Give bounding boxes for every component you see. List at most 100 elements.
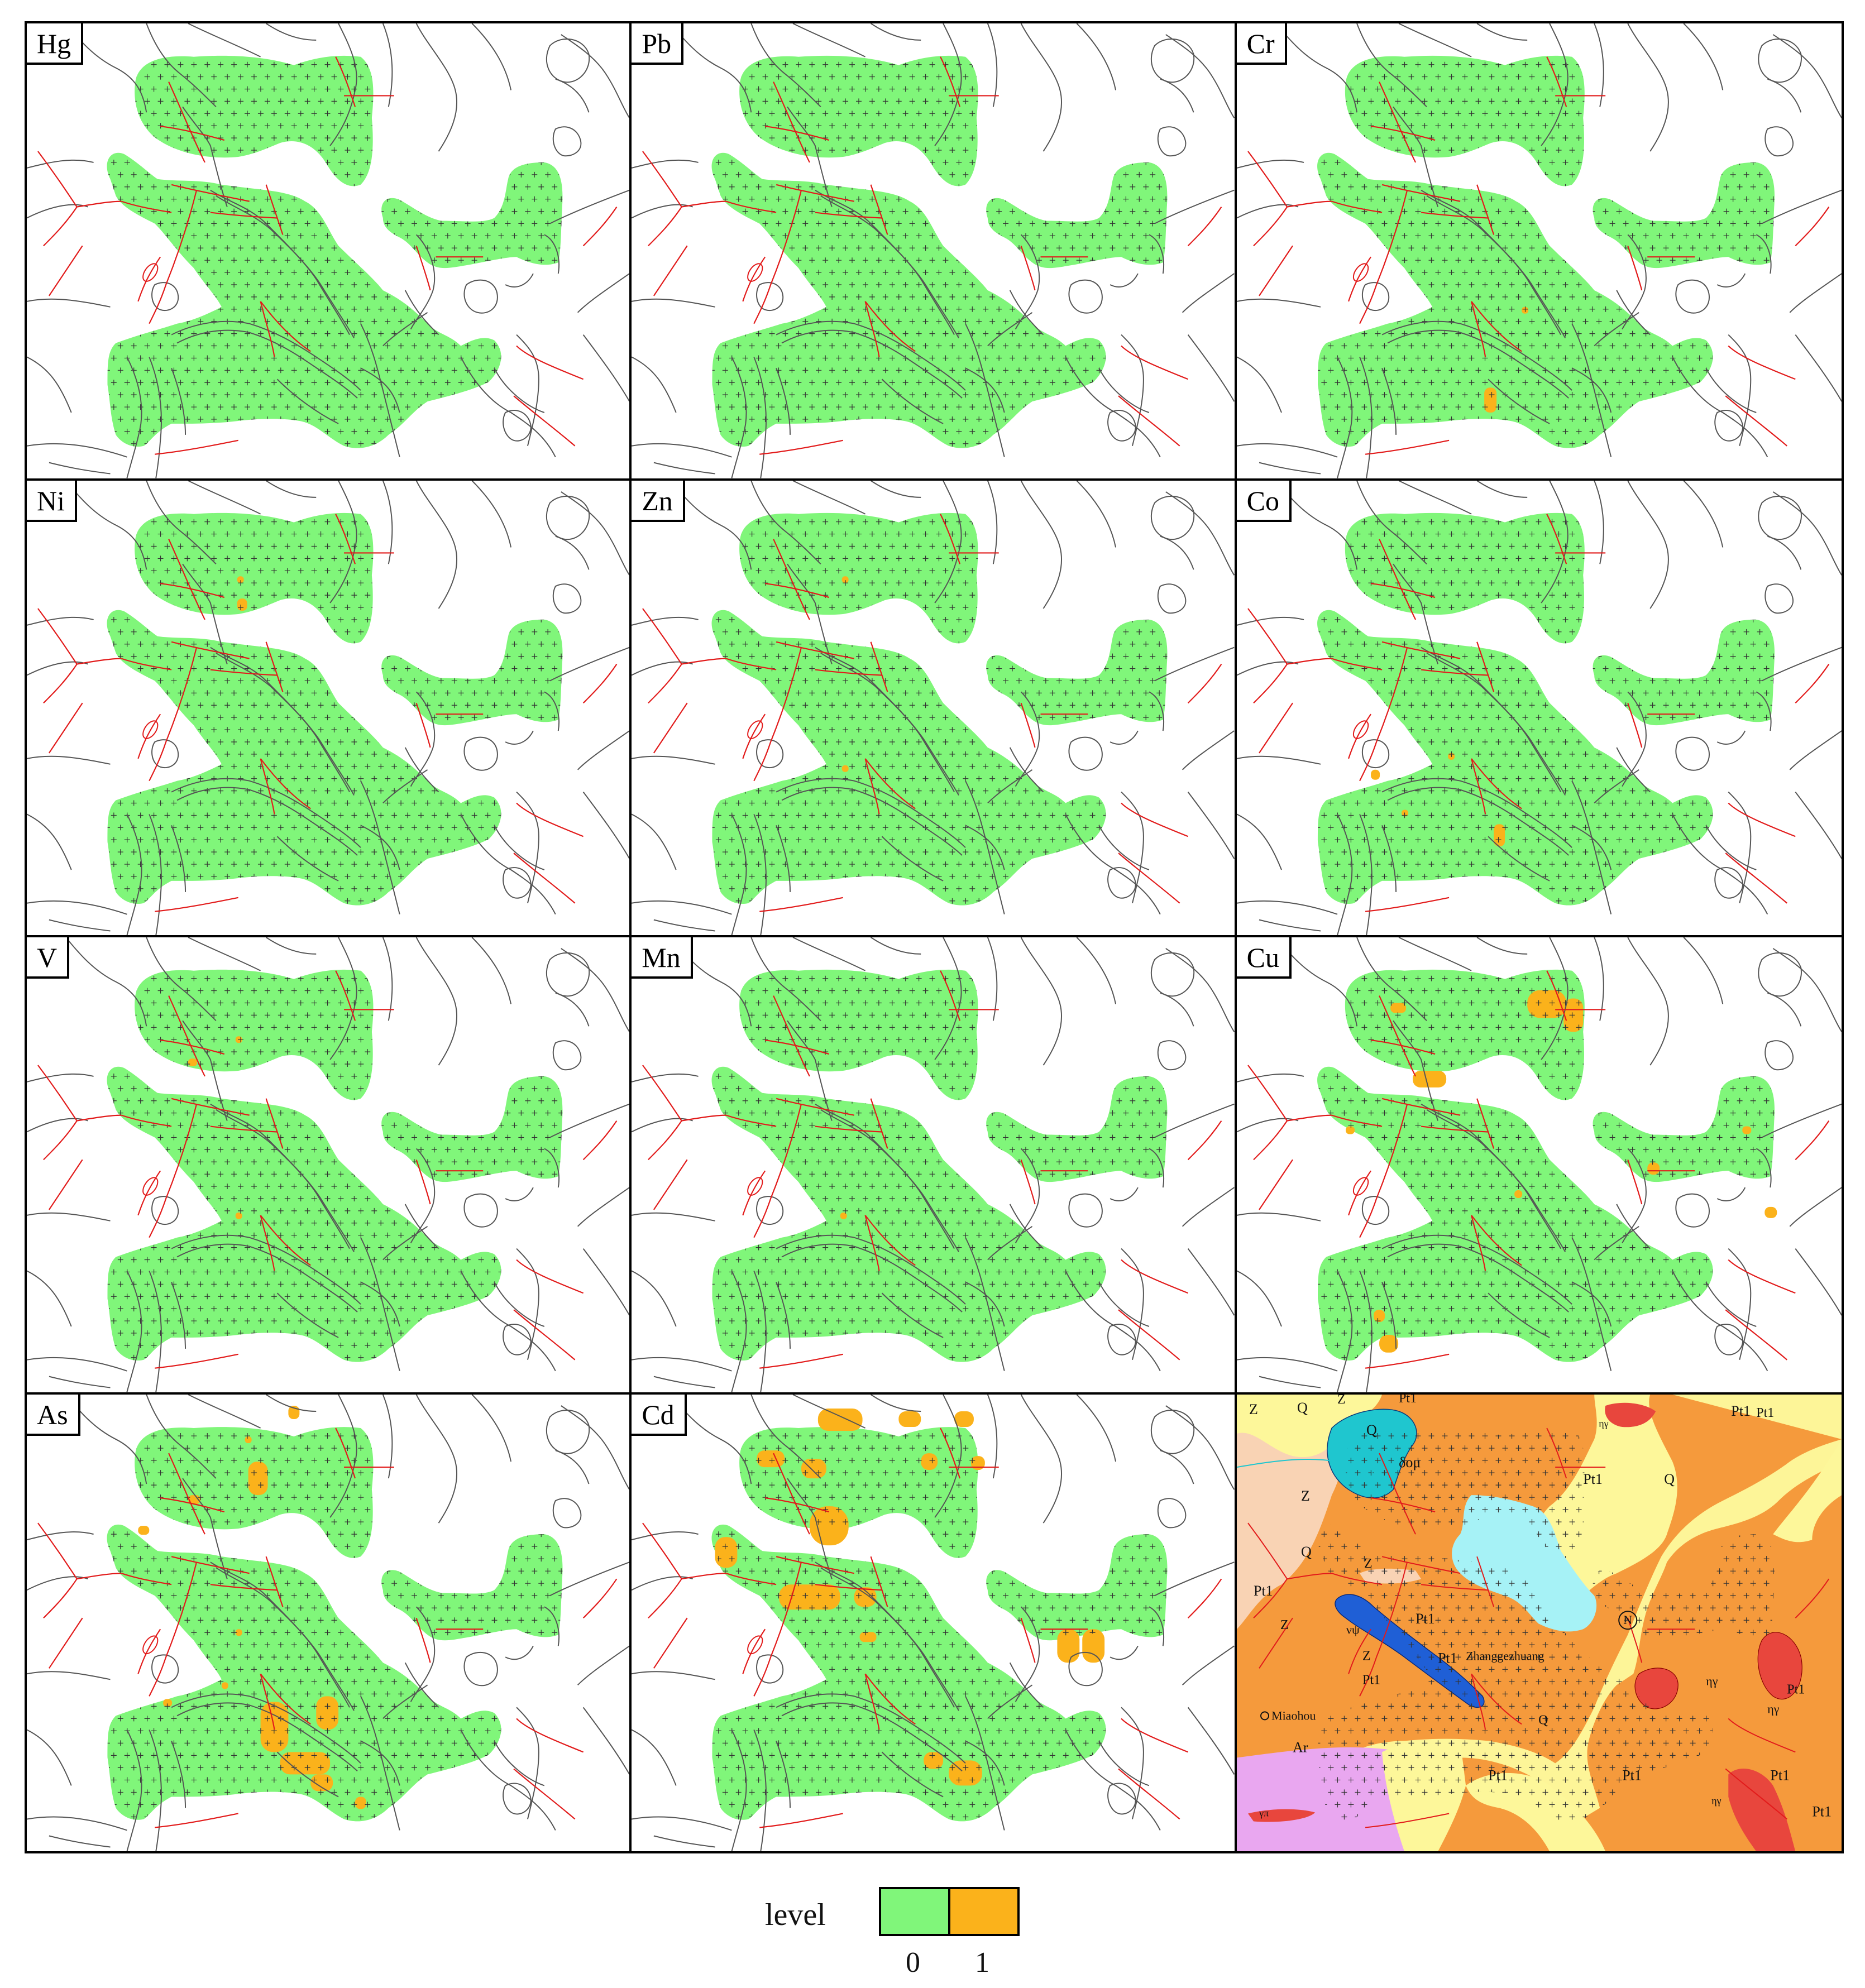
contour-lines [1236, 937, 1842, 1392]
anomaly-patch [188, 1058, 197, 1067]
anomaly-patch [1742, 1126, 1751, 1134]
element-label: Zn [632, 480, 685, 522]
anomaly-patch [1345, 1126, 1355, 1134]
geology-label: Pt1 [1770, 1767, 1790, 1783]
contour-lines [27, 937, 630, 1392]
unit-z [1359, 1568, 1421, 1583]
geology-label: Q [1664, 1471, 1675, 1487]
anomaly-patch [854, 1587, 877, 1607]
level-0-area [711, 969, 1168, 1362]
geology-label: ηγ [1711, 1795, 1721, 1806]
fault-lines [642, 56, 1222, 455]
geology-label: Q [1301, 1544, 1312, 1560]
geology-label: Z [1280, 1618, 1289, 1632]
level-1-anomalies [842, 576, 849, 772]
anomaly-patch [1401, 809, 1408, 816]
geology-label: Zhanggezhuang [1466, 1649, 1544, 1663]
element-label: Ni [27, 480, 77, 522]
geology-label: Pt1 [1362, 1673, 1380, 1687]
element-label: V [27, 937, 70, 979]
fault-lines [37, 970, 618, 1369]
legend-label-1: 1 [975, 1947, 989, 1979]
anomaly-patch [757, 1450, 785, 1467]
anomaly-patch [1379, 1334, 1398, 1353]
anomaly-patch [1057, 1628, 1080, 1663]
map-svg [632, 1394, 1235, 1851]
unit-q [1236, 1394, 1382, 1457]
geology-label: ηγ [1599, 1418, 1608, 1429]
level-0-area [711, 55, 1168, 448]
geology-label: Pt1 [1787, 1682, 1805, 1697]
legend-label-0: 0 [906, 1947, 920, 1979]
legend-swatch-level-0 [879, 1887, 950, 1936]
unit-q [1533, 1394, 1677, 1607]
water-body [1451, 1494, 1596, 1631]
legend-title: level [765, 1898, 826, 1932]
geology-label: νψ [1346, 1622, 1360, 1636]
map-svg [27, 23, 630, 478]
unit-q [1331, 1394, 1842, 1851]
unit-eta-gamma [1757, 1631, 1802, 1699]
map-panel-as: As [27, 1394, 632, 1851]
contour-lines [632, 23, 1235, 478]
contour-lines [632, 480, 1235, 935]
map-svg [632, 937, 1235, 1392]
anomaly-patch [818, 1408, 863, 1431]
geology-label: Q [1366, 1422, 1377, 1438]
town-marker-miaohou [1260, 1711, 1269, 1720]
element-label: Cr [1236, 23, 1287, 65]
anomaly-patch [248, 1461, 268, 1495]
geology-label: Pt1 [1254, 1583, 1273, 1599]
element-label: Hg [27, 23, 84, 65]
legend: level 0 1 [754, 1880, 1089, 1981]
anomaly-patch [1647, 1162, 1660, 1175]
legend-swatch-level-1 [948, 1887, 1020, 1936]
contour-lines [27, 1394, 630, 1851]
map-panel-zn: Zn [632, 480, 1237, 937]
geology-label: Pt1 [1399, 1395, 1417, 1406]
geology-label: Pt1 [1438, 1650, 1457, 1666]
unit-q [1381, 1740, 1466, 1851]
fault-lines [642, 513, 1222, 912]
geology-label: Z [1249, 1401, 1258, 1417]
map-svg [1236, 480, 1842, 935]
map-panel-pb: Pb [632, 23, 1237, 481]
element-label: Pb [632, 23, 684, 65]
anomaly-patch [245, 1436, 252, 1443]
geology-label: Z [1364, 1556, 1373, 1571]
element-label: Cd [632, 1394, 687, 1436]
element-label: Co [1236, 480, 1292, 522]
geology-label: Pt1 [1812, 1803, 1831, 1819]
map-panel-cr: Cr [1236, 23, 1842, 481]
geology-label: ηγ [1706, 1674, 1718, 1688]
anomaly-patch [1082, 1628, 1105, 1663]
geology-label: δoμ [1399, 1454, 1421, 1470]
map-panel-hg: Hg [27, 23, 632, 481]
map-grid: Hg Pb Cr Ni Zn Co V Mn Cu As Cd Z Q Z Pt1 Pt… [25, 21, 1844, 1853]
geology-label: Z [1337, 1395, 1346, 1407]
unit-eta-gamma [1634, 1667, 1679, 1709]
geo-lines [1236, 1421, 1829, 1828]
level-1-anomalies [1370, 753, 1505, 846]
anomaly-patch [1370, 769, 1380, 780]
anomaly-patch [1514, 1190, 1522, 1198]
geology-label: Pt1 [1488, 1767, 1508, 1783]
map-panel-ni: Ni [27, 480, 632, 937]
geology-label: Pt1 [1583, 1471, 1603, 1487]
fault-lines [37, 1427, 618, 1828]
element-label: Cu [1236, 937, 1292, 979]
anomaly-patch [355, 1796, 366, 1809]
unit-ar [1236, 1747, 1410, 1851]
unit-q [1465, 1773, 1605, 1851]
anomaly-patch [715, 1536, 738, 1568]
map-svg [1236, 23, 1842, 478]
map-panel-co: Co [1236, 480, 1842, 937]
fault-lines [37, 513, 618, 912]
map-panel-cd: Cd [632, 1394, 1237, 1851]
contour-lines [1236, 23, 1842, 478]
level-0-area [107, 55, 563, 448]
unit-gamma-pi [1247, 1809, 1315, 1822]
anomaly-patch [237, 598, 247, 611]
